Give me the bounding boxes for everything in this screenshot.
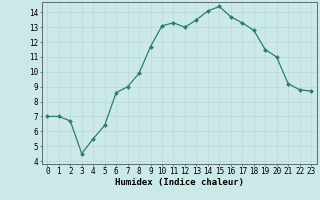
- X-axis label: Humidex (Indice chaleur): Humidex (Indice chaleur): [115, 178, 244, 187]
